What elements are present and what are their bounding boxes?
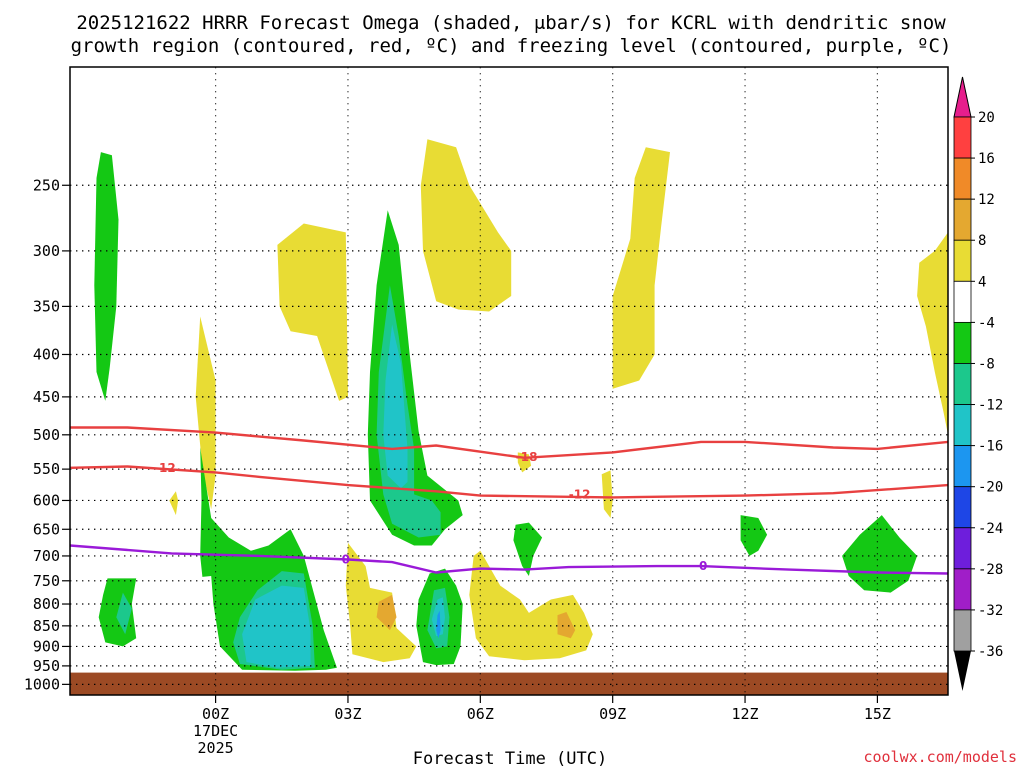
x-tick-label-9-0: 09Z (599, 705, 626, 723)
gridlines (70, 67, 948, 695)
colorbar-swatch-0 (953, 116, 972, 159)
omega-region-18 (420, 139, 512, 312)
omega-region-27 (917, 232, 948, 435)
colorbar-label-9: -20 (978, 480, 1003, 496)
contour-layer: -18 -12 -12 0 0 (70, 426, 948, 575)
omega-region-5 (242, 585, 311, 668)
colorbar-swatch-9 (953, 486, 972, 529)
x-tick-label-12-0: 12Z (731, 705, 758, 723)
colorbar-swatch-4 (953, 280, 972, 323)
title-line-2: growth region (contoured, red, ºC) and f… (71, 35, 952, 57)
y-tick-label-650: 650 (33, 520, 60, 538)
colorbar-label-6: -8 (978, 356, 995, 372)
y-tick-label-900: 900 (33, 637, 60, 655)
colorbar-label-10: -24 (978, 521, 1003, 537)
colorbar-label-7: -12 (978, 398, 1003, 414)
x-tick-label-15-0: 15Z (864, 705, 891, 723)
colorbar-label-1: 16 (978, 151, 995, 167)
freezing-level-label: 0 (699, 559, 707, 573)
y-tick-label-850: 850 (33, 617, 60, 635)
omega-region-10 (376, 594, 397, 631)
colorbar-swatch-10 (953, 527, 972, 570)
omega-region-6 (98, 578, 137, 647)
omega-region-25 (740, 515, 768, 556)
y-tick-label-400: 400 (33, 345, 60, 363)
colorbar-swatch-12 (953, 609, 972, 652)
x-tick-label-3-0: 03Z (334, 705, 361, 723)
colorbar-label-0: 20 (978, 110, 995, 126)
y-tick-label-450: 450 (33, 388, 60, 406)
title-line-1: 2025121622 HRRR Forecast Omega (shaded, … (76, 12, 946, 34)
y-tick-label-600: 600 (33, 491, 60, 509)
y-tick-label-1000: 1000 (24, 675, 60, 693)
colorbar-label-8: -16 (978, 439, 1003, 455)
colorbar-label-2: 12 (978, 192, 995, 208)
x-tick-label-0-0: 00Z (202, 705, 229, 723)
dgz-top-label: -18 (516, 450, 538, 464)
omega-region-23 (601, 470, 613, 518)
y-tick-label-700: 700 (33, 547, 60, 565)
omega-region-24 (612, 147, 670, 389)
colorbar-swatch-1 (953, 157, 972, 200)
omega-region-20 (557, 612, 576, 639)
colorbar-label-4: 4 (978, 274, 986, 290)
credit-link[interactable]: coolwx.com/models (863, 748, 1017, 766)
plot-frame (69, 66, 949, 696)
colorbar-swatch-2 (953, 198, 972, 241)
y-axis: 250 300 350 400 450 500 550 600 650 700 750 800 850 9… (24, 176, 70, 693)
omega-region-1 (195, 316, 216, 510)
omega-region-2 (169, 491, 179, 516)
y-tick-label-750: 750 (33, 572, 60, 590)
omega-shading-layer (94, 139, 948, 671)
colorbar-label-5: -4 (978, 315, 995, 331)
colorbar-label-13: -36 (978, 644, 1003, 660)
omega-region-7 (116, 592, 132, 635)
colorbar-label-3: 8 (978, 233, 986, 249)
y-tick-label-500: 500 (33, 426, 60, 444)
x-tick-label-6-0: 06Z (467, 705, 494, 723)
dgz-bottom-line (70, 465, 948, 499)
y-tick-label-300: 300 (33, 242, 60, 260)
colorbar-label-12: -32 (978, 603, 1003, 619)
x-axis-label: Forecast Time (UTC) (413, 749, 607, 768)
y-tick-label-250: 250 (33, 176, 60, 194)
x-tick-label-0-1: 17DEC (193, 722, 238, 740)
colorbar-swatch-3 (953, 239, 972, 282)
colorbar: 20 16 12 8 4 -4 -8 -12 -16 -20 -24 -28 -32 -36 (953, 76, 1003, 691)
colorbar-swatch-7 (953, 404, 972, 447)
colorbar-bottom-triangle (954, 651, 971, 691)
omega-region-22 (513, 522, 543, 576)
colorbar-label-11: -28 (978, 562, 1003, 578)
omega-region-8 (277, 223, 348, 401)
colorbar-swatch-5 (953, 321, 972, 364)
colorbar-top-triangle (953, 76, 972, 118)
freezing-level-label: 0 (342, 553, 350, 567)
omega-region-26 (842, 515, 918, 593)
y-tick-label-350: 350 (33, 297, 60, 315)
y-tick-label-950: 950 (33, 657, 60, 675)
omega-region-0 (94, 152, 119, 401)
dgz-bottom-label: -12 (569, 487, 591, 501)
x-tick-label-0-2: 2025 (198, 739, 234, 757)
dgz-top-line (70, 426, 948, 460)
dgz-bottom-label: -12 (154, 461, 176, 475)
y-tick-label-800: 800 (33, 595, 60, 613)
omega-region-17 (436, 610, 441, 639)
colorbar-swatch-8 (953, 445, 972, 488)
colorbar-swatch-6 (953, 363, 972, 405)
y-tick-label-550: 550 (33, 460, 60, 478)
colorbar-swatch-11 (953, 568, 972, 611)
freezing-level-line (70, 544, 948, 575)
